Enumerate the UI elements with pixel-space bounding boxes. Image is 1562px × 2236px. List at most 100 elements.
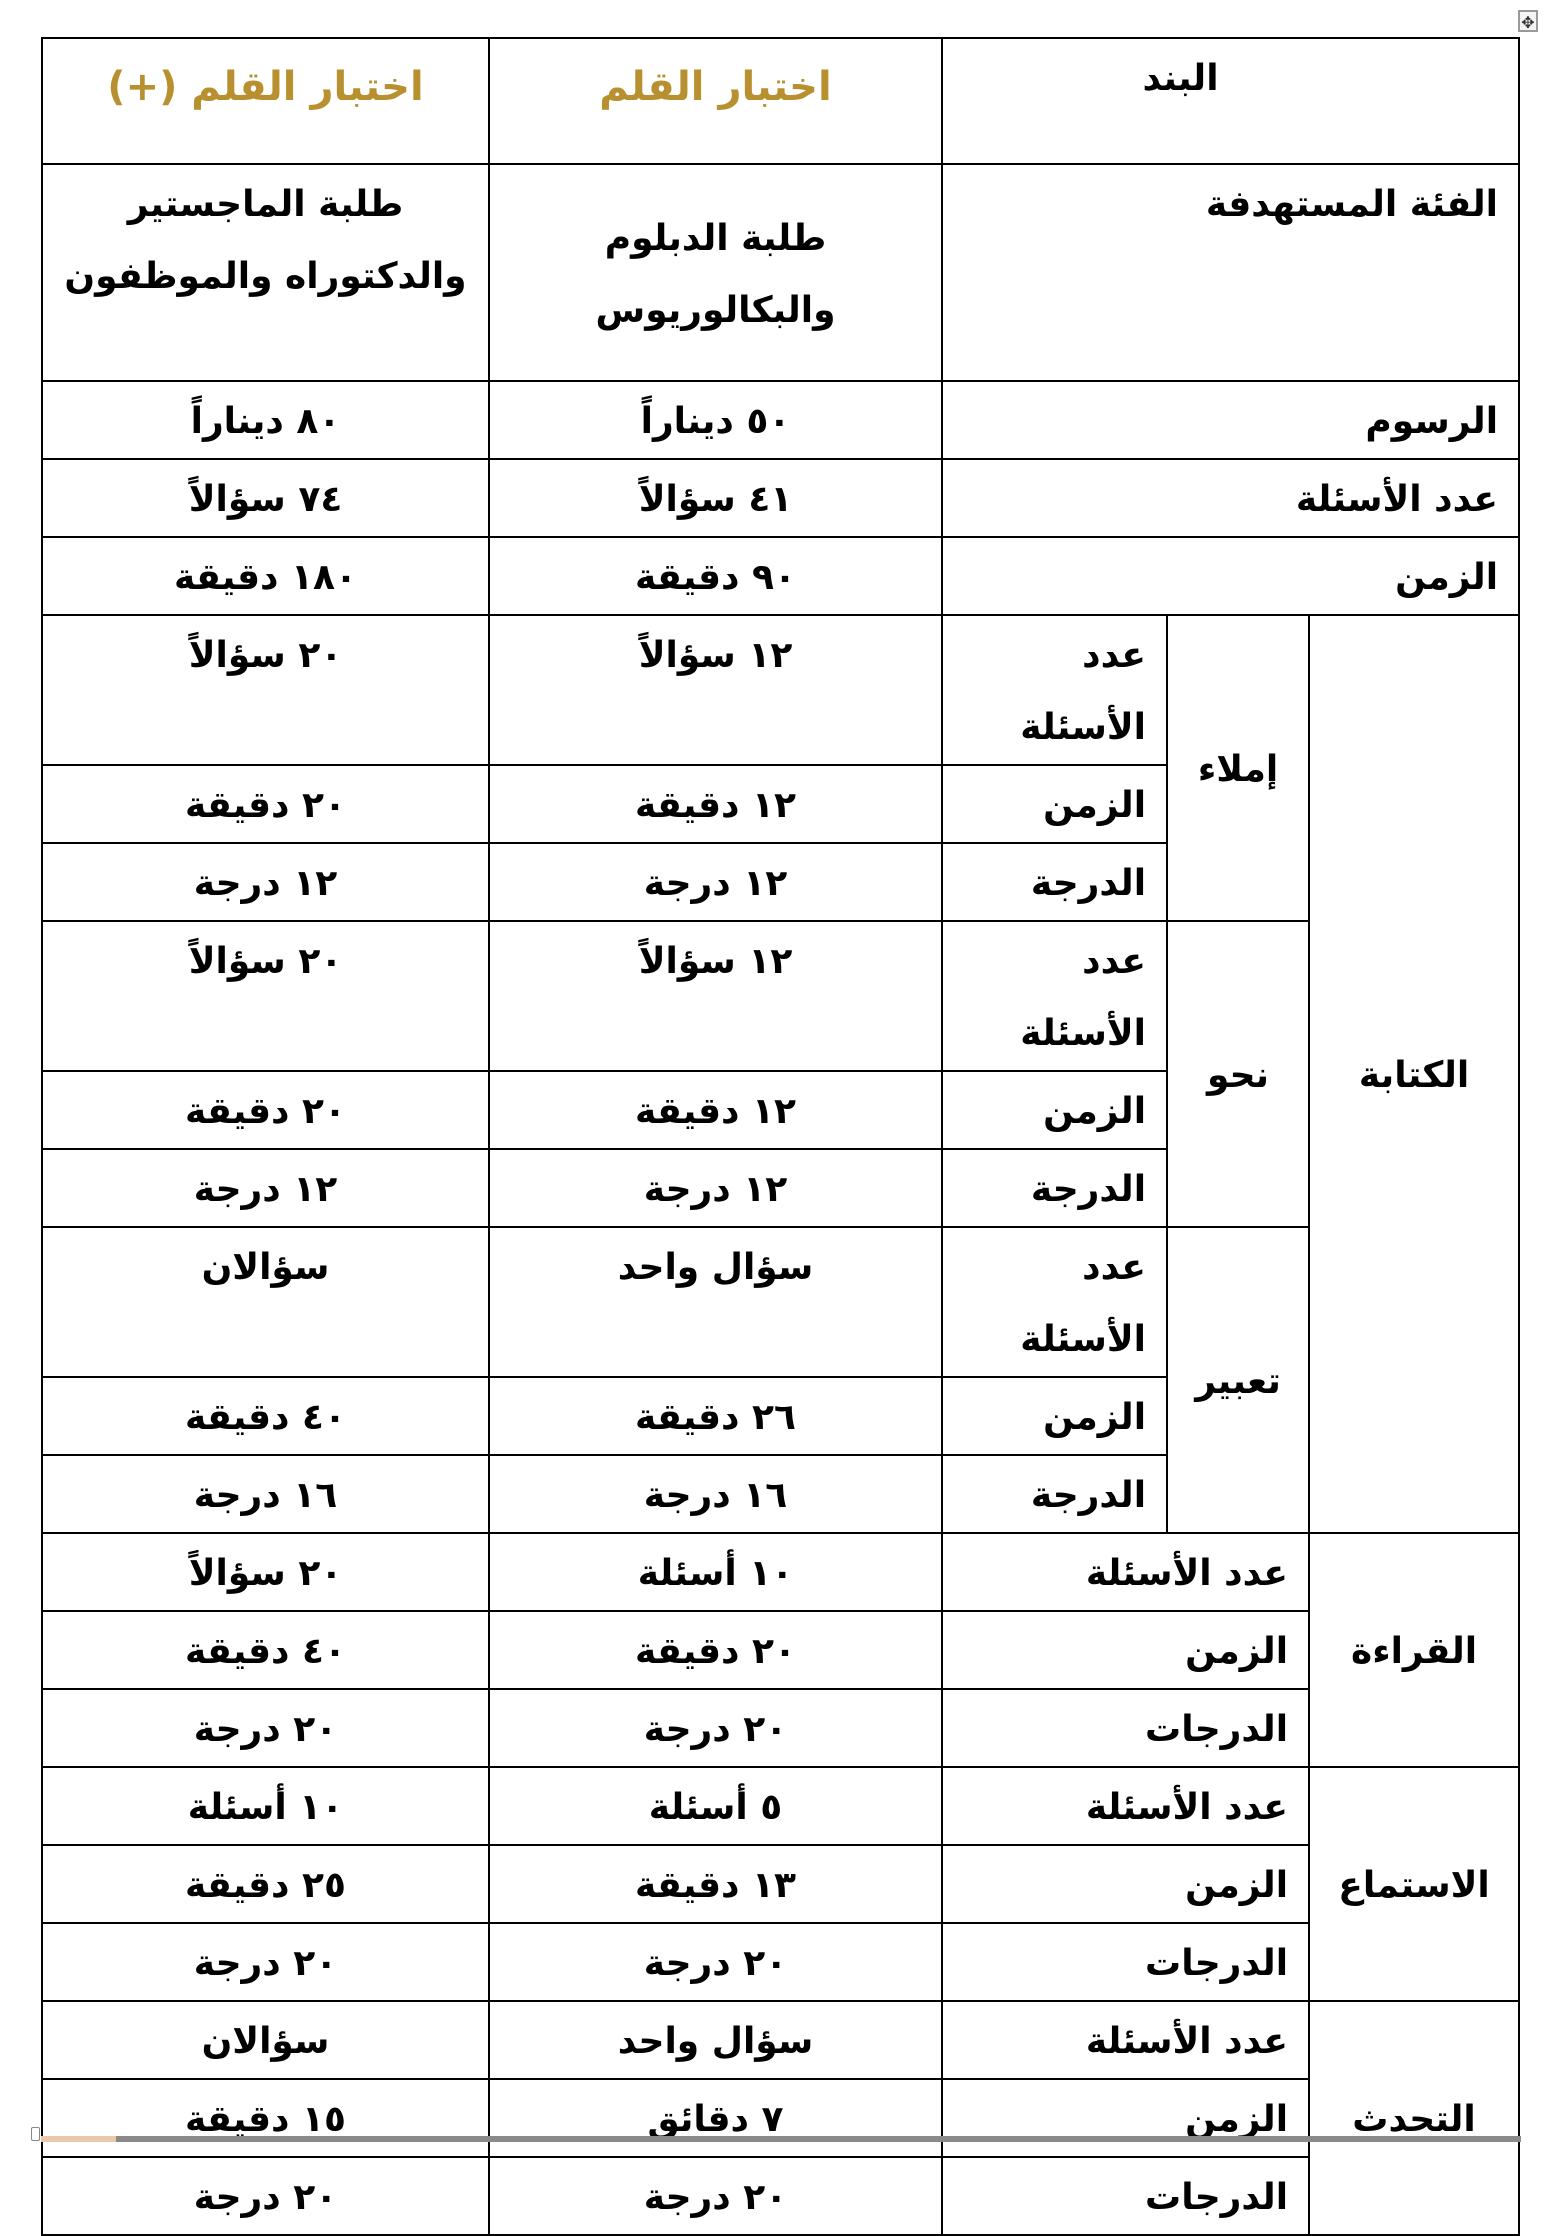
pen-test-plus-value: ٢٠ درجة — [41, 1922, 490, 2002]
table-row: نحو عدد الأسئلة ١٢ سؤالاً ٢٠ سؤالاً — [41, 920, 1519, 1228]
table-row: الدرجة ١٢ درجة ١٢ درجة — [41, 1148, 1519, 1228]
row-label: الزمن — [940, 536, 1521, 616]
row-label: الفئة المستهدفة — [940, 163, 1521, 382]
row-label: الزمن — [940, 1610, 1311, 1690]
subsection-label: تعبير — [1166, 1226, 1311, 1534]
row-label: عدد الأسئلة — [940, 1532, 1311, 1612]
pen-test-plus-value: ٢٠ دقيقة — [41, 764, 490, 844]
row-label: الدرجة — [940, 1148, 1169, 1228]
pen-test-value: ١٢ سؤالاً — [488, 920, 943, 1072]
subsection-label: نحو — [1166, 920, 1311, 1228]
pen-test-header: اختبار القلم — [488, 37, 943, 165]
table-row: الزمن ١٢ دقيقة ٢٠ دقيقة — [41, 764, 1519, 844]
pen-test-plus-value: ١٨٠ دقيقة — [41, 536, 490, 616]
section-writing: الكتابة — [1308, 614, 1521, 1534]
pen-test-value: ١٢ درجة — [488, 842, 943, 922]
page-divider — [41, 2136, 1521, 2142]
pen-test-value: ١٦ درجة — [488, 1454, 943, 1534]
table-move-handle-icon[interactable]: ✥ — [1518, 10, 1538, 32]
row-label: الزمن — [940, 1844, 1311, 1924]
table-row: الزمن ٢٠ دقيقة ٤٠ دقيقة — [41, 1610, 1519, 1690]
row-label: الرسوم — [940, 380, 1521, 460]
table-row: الدرجة ١٢ درجة ١٢ درجة — [41, 842, 1519, 922]
header-row: البند اختبار القلم اختبار القلم (+) — [41, 37, 1521, 165]
row-label: الزمن — [940, 1376, 1169, 1456]
pen-test-value: ١٢ درجة — [488, 1148, 943, 1228]
pen-test-plus-value: ١٢ درجة — [41, 842, 490, 922]
pen-test-plus-value: ٤٠ دقيقة — [41, 1610, 490, 1690]
pen-test-plus-value: ٢٠ درجة — [41, 2156, 490, 2236]
table-row: الكتابة إملاء عدد الأسئلة ١٢ سؤالاً ٢٠ سؤالا… — [41, 614, 1521, 1534]
section-label: الاستماع — [1308, 1766, 1521, 2002]
pen-test-value: ١٣ دقيقة — [488, 1844, 943, 1924]
pen-test-plus-value: ٢٠ سؤالاً — [41, 920, 490, 1072]
pen-test-value: طلبة الدبلوم والبكالوريوس — [488, 163, 943, 382]
row-label: عدد الأسئلة — [940, 920, 1169, 1072]
pen-test-plus-value: طلبة الماجستير والدكتوراه والموظفون — [41, 163, 490, 382]
table-row: الفئة المستهدفة طلبة الدبلوم والبكالوريوس… — [41, 163, 1521, 382]
section-label: التحدث — [1308, 2000, 1521, 2236]
pen-test-value: ١٢ سؤالاً — [488, 614, 943, 766]
row-label: الزمن — [940, 764, 1169, 844]
pen-test-value: ٢٠ درجة — [488, 1688, 943, 1768]
row-label: عدد الأسئلة — [940, 614, 1169, 766]
end-of-cell-marker — [31, 2127, 40, 2141]
pen-test-plus-value: ١٠ أسئلة — [41, 1766, 490, 1846]
row-label: الدرجة — [940, 842, 1169, 922]
pen-test-plus-value: سؤالان — [41, 2000, 490, 2080]
row-label: الدرجات — [940, 2156, 1311, 2236]
pen-test-value: ٢٠ درجة — [488, 1922, 943, 2002]
pen-test-plus-header: اختبار القلم (+) — [41, 37, 490, 165]
table-row: الزمن ٩٠ دقيقة ١٨٠ دقيقة — [41, 536, 1521, 616]
pen-test-value: ٢٠ درجة — [488, 2156, 943, 2236]
table-row: الزمن ٢٦ دقيقة ٤٠ دقيقة — [41, 1376, 1519, 1456]
pen-test-value: سؤال واحد — [488, 2000, 943, 2080]
pen-test-plus-value: ٢٠ سؤالاً — [41, 1532, 490, 1612]
table-row: تعبير عدد الأسئلة سؤال واحد سؤالان — [41, 1226, 1519, 1534]
table-row: القراءة عدد الأسئلة ١٠ أسئلة ٢٠ سؤالاً — [41, 1532, 1521, 1768]
pen-test-value: ١٠ أسئلة — [488, 1532, 943, 1612]
table-row: الدرجة ١٦ درجة ١٦ درجة — [41, 1454, 1519, 1534]
table-row: الدرجات ٢٠ درجة ٢٠ درجة — [41, 2156, 1519, 2236]
pen-test-plus-value: ٧٤ سؤالاً — [41, 458, 490, 538]
section-label: القراءة — [1308, 1532, 1521, 1768]
exam-comparison-table: البند اختبار القلم اختبار القلم (+) الفئ… — [41, 37, 1521, 2236]
pen-test-value: ٢٠ دقيقة — [488, 1610, 943, 1690]
table-row: عدد الأسئلة ٤١ سؤالاً ٧٤ سؤالاً — [41, 458, 1521, 538]
pen-test-plus-value: ٨٠ ديناراً — [41, 380, 490, 460]
pen-test-value: ١٢ دقيقة — [488, 1070, 943, 1150]
page-divider-accent — [41, 2136, 116, 2142]
row-label: عدد الأسئلة — [940, 2000, 1311, 2080]
table-row: الرسوم ٥٠ ديناراً ٨٠ ديناراً — [41, 380, 1521, 460]
pen-test-value: ٢٦ دقيقة — [488, 1376, 943, 1456]
row-label: عدد الأسئلة — [940, 458, 1521, 538]
pen-test-plus-value: ٢٠ درجة — [41, 1688, 490, 1768]
pen-test-value: ٥٠ ديناراً — [488, 380, 943, 460]
pen-test-plus-value: ١٢ درجة — [41, 1148, 490, 1228]
table-row: التحدث عدد الأسئلة سؤال واحد سؤالان — [41, 2000, 1521, 2236]
pen-test-plus-value: ٢٠ سؤالاً — [41, 614, 490, 766]
pen-test-value: ٩٠ دقيقة — [488, 536, 943, 616]
table-row: الاستماع عدد الأسئلة ٥ أسئلة ١٠ أسئلة — [41, 1766, 1521, 2002]
pen-test-value: ٤١ سؤالاً — [488, 458, 943, 538]
pen-test-value: سؤال واحد — [488, 1226, 943, 1378]
row-label: الدرجات — [940, 1688, 1311, 1768]
pen-test-plus-value: ١٥ دقيقة — [41, 2078, 490, 2158]
pen-test-value: ١٢ دقيقة — [488, 764, 943, 844]
pen-test-plus-value: ٢٥ دقيقة — [41, 1844, 490, 1924]
row-label: الدرجات — [940, 1922, 1311, 2002]
row-label: عدد الأسئلة — [940, 1226, 1169, 1378]
pen-test-plus-value: ٢٠ دقيقة — [41, 1070, 490, 1150]
table-row: الزمن ١٣ دقيقة ٢٥ دقيقة — [41, 1844, 1519, 1924]
pen-test-plus-value: ١٦ درجة — [41, 1454, 490, 1534]
pen-test-plus-value: سؤالان — [41, 1226, 490, 1378]
row-label: الزمن — [940, 2078, 1311, 2158]
pen-test-value: ٧ دقائق — [488, 2078, 943, 2158]
subsection-label: إملاء — [1166, 614, 1311, 922]
pen-test-value: ٥ أسئلة — [488, 1766, 943, 1846]
pen-test-plus-value: ٤٠ دقيقة — [41, 1376, 490, 1456]
table-row: الزمن ١٢ دقيقة ٢٠ دقيقة — [41, 1070, 1519, 1150]
table-row: الدرجات ٢٠ درجة ٢٠ درجة — [41, 1688, 1519, 1768]
row-label: الدرجة — [940, 1454, 1169, 1534]
row-label: عدد الأسئلة — [940, 1766, 1311, 1846]
